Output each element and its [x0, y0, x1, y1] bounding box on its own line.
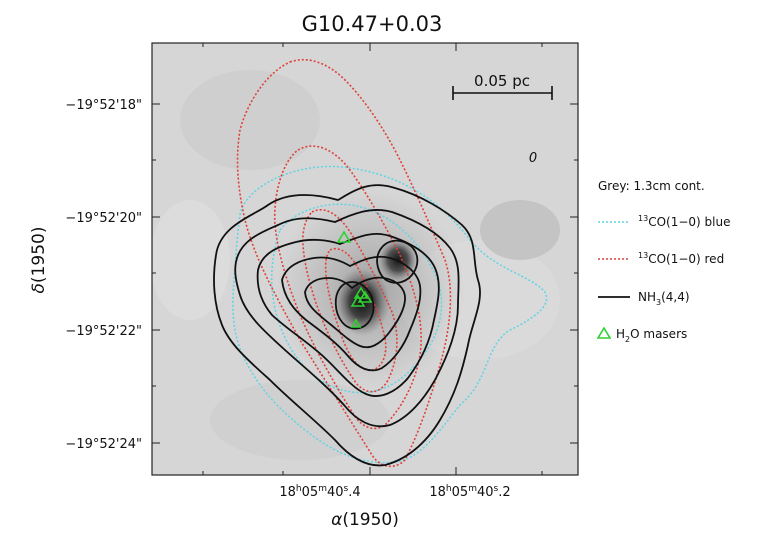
x-tick-label: 18h05m40s.2: [429, 484, 510, 500]
co-red-contour-2: [273, 145, 422, 430]
nh3-contour-4: [281, 255, 422, 372]
x-axis-label: α(1950): [331, 510, 399, 530]
maser-marker: [350, 318, 362, 328]
legend-blue-label: 13CO(1−0) blue: [638, 214, 730, 229]
y-tick-label: −19°52'18": [65, 98, 142, 113]
y-tick-label: −19°52'24": [65, 437, 142, 452]
nh3-contour-6: [376, 239, 419, 284]
y-axis-label: δ(1950): [29, 227, 49, 294]
nh3-contour-7: [334, 281, 375, 330]
h2o-maser-markers: [336, 230, 373, 328]
co-red-contour-3: [302, 209, 398, 393]
figure-title: G10.47+0.03: [302, 12, 443, 36]
legend-maser-label: H2O masers: [616, 327, 687, 344]
legend-grey-label: Grey: 1.3cm cont.: [598, 179, 705, 193]
y-tick-label: −19°52'20": [65, 211, 142, 226]
maser-marker: [336, 230, 352, 243]
continuum-image: [152, 43, 578, 475]
co-red-contour-1: [236, 58, 452, 468]
nh3-contours: [213, 184, 481, 467]
scale-bar: [452, 86, 553, 100]
nh3-contour-2: [234, 209, 460, 428]
legend-maser-icon: [596, 326, 612, 339]
maser-marker: [350, 294, 366, 307]
scale-bar-label: 0.05 pc: [474, 72, 530, 90]
legend-black-label: NH3(4,4): [638, 290, 690, 307]
maser-marker: [357, 290, 373, 303]
nh3-contour-5: [304, 276, 406, 349]
nh3-contour-3: [256, 232, 440, 397]
plot-frame: [151, 42, 579, 476]
legend: Grey: 1.3cm cont. 13CO(1−0) blue 13CO(1−…: [596, 179, 730, 344]
beam-marker: 0: [529, 151, 537, 166]
y-tick-label: −19°52'22": [65, 324, 142, 339]
co-blue-contour-inner: [270, 203, 443, 394]
axis-ticks: [152, 43, 578, 475]
nh3-contour-1: [213, 184, 481, 467]
x-tick-label: 18h05m40s.4: [279, 484, 360, 500]
legend-red-label: 13CO(1−0) red: [638, 251, 724, 266]
